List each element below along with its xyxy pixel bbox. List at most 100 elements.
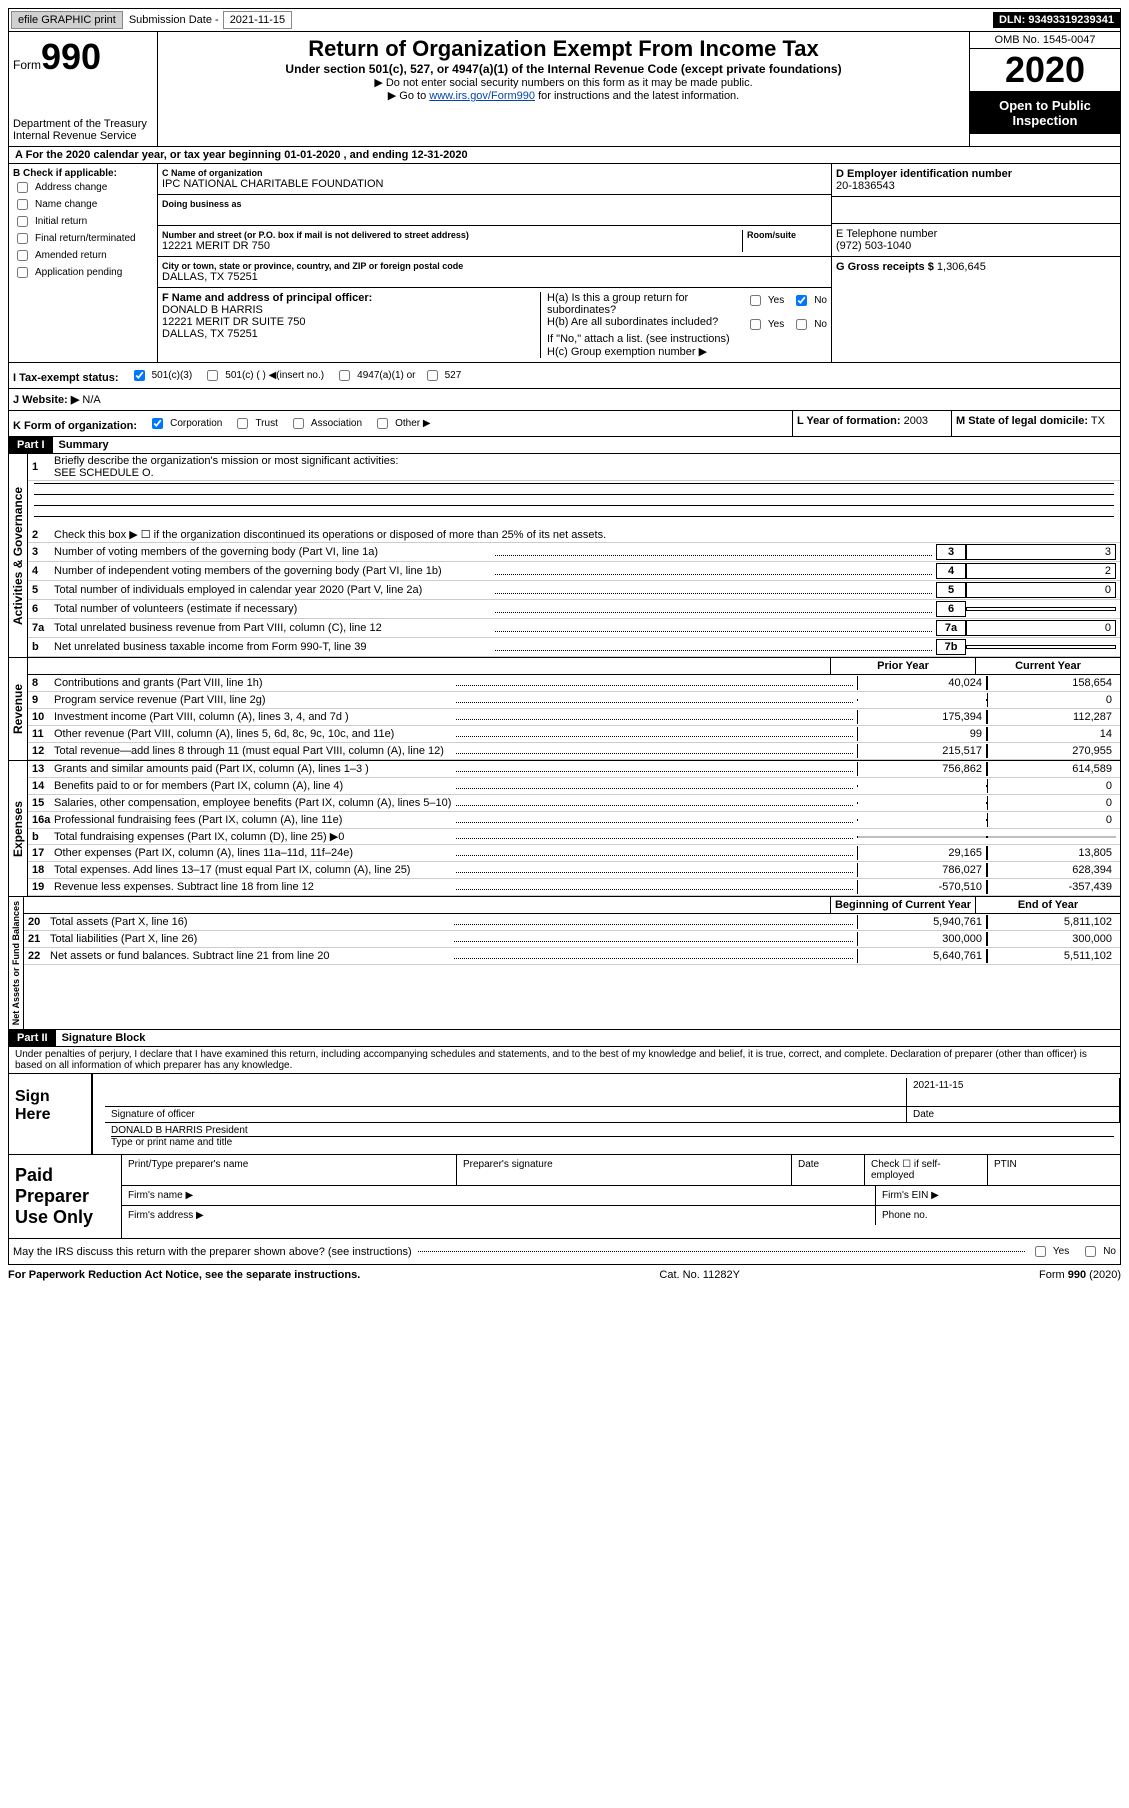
officer-addr2: DALLAS, TX 75251 bbox=[162, 328, 540, 340]
boxb-checkbox-4[interactable] bbox=[17, 250, 28, 261]
officer-addr1: 12221 MERIT DR SUITE 750 bbox=[162, 316, 540, 328]
line-val bbox=[966, 645, 1116, 649]
ey-header: End of Year bbox=[975, 897, 1120, 913]
year-formation: 2003 bbox=[904, 415, 928, 427]
discuss-row: May the IRS discuss this return with the… bbox=[8, 1239, 1121, 1265]
form-title: Return of Organization Exempt From Incom… bbox=[166, 36, 961, 62]
box-c: C Name of organization IPC NATIONAL CHAR… bbox=[158, 164, 832, 362]
vlabel-rev: Revenue bbox=[9, 658, 28, 760]
form-header: Form990 Department of the Treasury Inter… bbox=[8, 32, 1121, 147]
hb-yes-checkbox[interactable] bbox=[750, 319, 761, 330]
prep-sig-label: Preparer's signature bbox=[457, 1155, 792, 1185]
ha-yes-checkbox[interactable] bbox=[750, 295, 761, 306]
line-val bbox=[966, 607, 1116, 611]
dept-1: Department of the Treasury bbox=[13, 118, 153, 130]
vlabel-na: Net Assets or Fund Balances bbox=[9, 897, 24, 1029]
box-j-label: J Website: ▶ bbox=[13, 394, 79, 406]
discuss-yes-checkbox[interactable] bbox=[1035, 1246, 1046, 1257]
cy-val: 270,955 bbox=[987, 744, 1116, 758]
section-bcdefgh: B Check if applicable: Address changeNam… bbox=[8, 164, 1121, 363]
discuss-no-checkbox[interactable] bbox=[1085, 1246, 1096, 1257]
city-label: City or town, state or province, country… bbox=[162, 261, 827, 271]
box-klm-row: K Form of organization: Corporation Trus… bbox=[8, 411, 1121, 437]
k-trust-checkbox[interactable] bbox=[237, 418, 248, 429]
py-val bbox=[857, 802, 987, 804]
box-e-label: E Telephone number bbox=[836, 228, 1116, 240]
page-footer: For Paperwork Reduction Act Notice, see … bbox=[8, 1265, 1121, 1285]
goto-pre: ▶ Go to bbox=[388, 90, 429, 102]
line-box: 3 bbox=[936, 544, 966, 560]
cy-val: -357,439 bbox=[987, 880, 1116, 894]
part2-tag: Part II bbox=[9, 1030, 56, 1046]
boxb-checkbox-2[interactable] bbox=[17, 216, 28, 227]
inspection-notice: Open to Public Inspection bbox=[970, 92, 1120, 134]
boxb-checkbox-3[interactable] bbox=[17, 233, 28, 244]
goto-link[interactable]: www.irs.gov/Form990 bbox=[429, 90, 535, 102]
py-val: 786,027 bbox=[857, 863, 987, 877]
header-left: Form990 Department of the Treasury Inter… bbox=[9, 32, 158, 146]
q2: Check this box ▶ ☐ if the organization d… bbox=[54, 528, 1116, 541]
i-501c-checkbox[interactable] bbox=[207, 370, 218, 381]
hc-label: H(c) Group exemption number ▶ bbox=[547, 345, 827, 358]
py-val: 5,940,761 bbox=[857, 915, 987, 929]
domicile: TX bbox=[1091, 415, 1105, 427]
box-i-row: I Tax-exempt status: 501(c)(3) 501(c) ( … bbox=[8, 363, 1121, 389]
py-header: Prior Year bbox=[830, 658, 975, 674]
cy-val: 614,589 bbox=[987, 762, 1116, 776]
paid-preparer-block: Paid Preparer Use Only Print/Type prepar… bbox=[8, 1155, 1121, 1239]
form-word: Form bbox=[13, 58, 41, 72]
sig-date-label: Date bbox=[907, 1107, 1120, 1122]
vlabel-ag: Activities & Governance bbox=[9, 454, 28, 657]
dept-2: Internal Revenue Service bbox=[13, 130, 153, 142]
dba-label: Doing business as bbox=[162, 199, 827, 209]
k-assoc-checkbox[interactable] bbox=[293, 418, 304, 429]
i-501c3-checkbox[interactable] bbox=[134, 370, 145, 381]
firm-phone-label: Phone no. bbox=[876, 1206, 1120, 1225]
cy-header: Current Year bbox=[975, 658, 1120, 674]
i-4947-checkbox[interactable] bbox=[339, 370, 350, 381]
cy-val: 0 bbox=[987, 796, 1116, 810]
cy-val: 0 bbox=[987, 693, 1116, 707]
org-name: IPC NATIONAL CHARITABLE FOUNDATION bbox=[162, 178, 827, 190]
website: N/A bbox=[82, 394, 100, 406]
k-other-checkbox[interactable] bbox=[377, 418, 388, 429]
header-center: Return of Organization Exempt From Incom… bbox=[158, 32, 969, 146]
cy-val: 112,287 bbox=[987, 710, 1116, 724]
cy-val: 300,000 bbox=[987, 932, 1116, 946]
phone: (972) 503-1040 bbox=[836, 240, 1116, 252]
efile-button[interactable]: efile GRAPHIC print bbox=[11, 11, 123, 29]
submission-date: 2021-11-15 bbox=[223, 11, 292, 29]
discuss-q: May the IRS discuss this return with the… bbox=[13, 1246, 412, 1258]
street-label: Number and street (or P.O. box if mail i… bbox=[162, 230, 738, 240]
part1-header: Part I Summary bbox=[8, 437, 1121, 454]
cy-val: 5,511,102 bbox=[987, 949, 1116, 963]
officer-name: DONALD B HARRIS bbox=[162, 304, 540, 316]
vlabel-exp: Expenses bbox=[9, 761, 28, 896]
box-deg: D Employer identification number 20-1836… bbox=[832, 164, 1120, 362]
i-527-checkbox[interactable] bbox=[427, 370, 438, 381]
py-val bbox=[857, 785, 987, 787]
line-box: 6 bbox=[936, 601, 966, 617]
box-g-label: G Gross receipts $ bbox=[836, 261, 934, 273]
sig-officer-label: Signature of officer bbox=[105, 1107, 907, 1122]
part1-body: Activities & Governance 1Briefly describ… bbox=[8, 454, 1121, 1030]
city: DALLAS, TX 75251 bbox=[162, 271, 827, 283]
cy-val: 0 bbox=[987, 779, 1116, 793]
line-val: 3 bbox=[966, 544, 1116, 560]
boxb-checkbox-0[interactable] bbox=[17, 182, 28, 193]
py-val: 29,165 bbox=[857, 846, 987, 860]
footer-mid: Cat. No. 11282Y bbox=[659, 1269, 740, 1281]
hb-no-checkbox[interactable] bbox=[796, 319, 807, 330]
line-val: 0 bbox=[966, 582, 1116, 598]
line-val: 2 bbox=[966, 563, 1116, 579]
k-corp-checkbox[interactable] bbox=[152, 418, 163, 429]
goto-post: for instructions and the latest informat… bbox=[535, 90, 739, 102]
boxb-checkbox-5[interactable] bbox=[17, 267, 28, 278]
line-box: 7b bbox=[936, 639, 966, 655]
boxb-checkbox-1[interactable] bbox=[17, 199, 28, 210]
box-b: B Check if applicable: Address changeNam… bbox=[9, 164, 158, 362]
sign-date: 2021-11-15 bbox=[913, 1080, 1113, 1091]
ha-no-checkbox[interactable] bbox=[796, 295, 807, 306]
py-val: -570,510 bbox=[857, 880, 987, 894]
form-number: 990 bbox=[41, 36, 101, 77]
